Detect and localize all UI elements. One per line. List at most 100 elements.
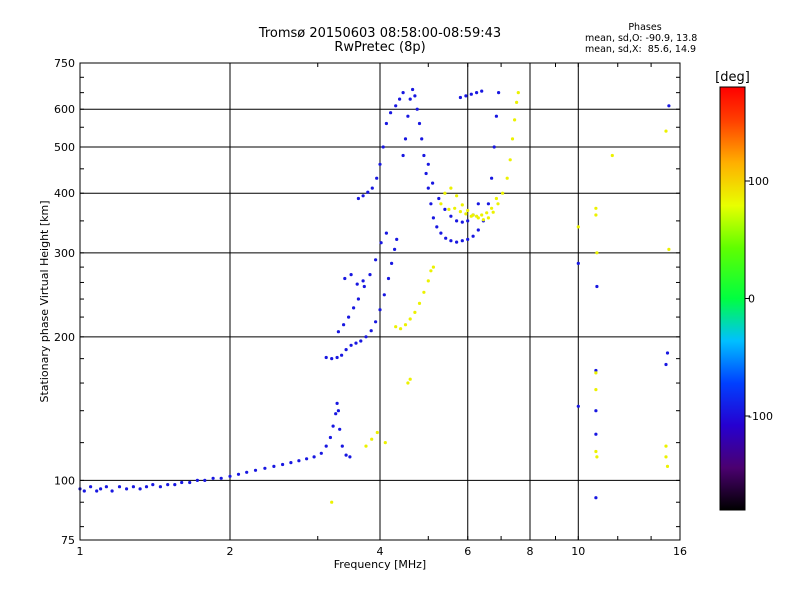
data-point-O (466, 219, 470, 223)
scatter-points (78, 87, 671, 504)
data-point-X (496, 202, 500, 206)
data-point-O (344, 348, 348, 352)
data-point-X (576, 225, 580, 229)
data-point-O (490, 176, 494, 180)
data-point-O (466, 237, 470, 241)
colorbar-scale (719, 86, 746, 511)
data-point-O (429, 202, 433, 206)
data-point-O (389, 111, 393, 115)
data-point-O (443, 207, 447, 211)
data-point-X (449, 186, 453, 190)
data-point-O (272, 464, 276, 468)
y-tick-label: 500 (54, 141, 75, 154)
data-point-O (228, 474, 232, 478)
data-point-O (324, 444, 328, 448)
data-point-X (481, 218, 485, 222)
data-point-X (510, 137, 515, 141)
data-point-O (374, 258, 378, 262)
data-point-O (173, 483, 177, 487)
data-point-O (355, 282, 359, 286)
data-point-X (595, 455, 599, 459)
chart-title: Tromsø 20150603 08:58:00-08:59:43 (258, 26, 502, 41)
data-point-O (336, 330, 340, 334)
data-point-O (369, 329, 373, 333)
data-point-O (236, 472, 241, 476)
data-point-O (82, 489, 86, 493)
data-point-O (343, 276, 347, 281)
x-tick-label: 10 (571, 545, 585, 558)
data-point-X (595, 251, 599, 255)
data-point-O (594, 432, 598, 436)
data-point-O (408, 97, 412, 101)
data-point-O (342, 323, 346, 327)
x-tick-label: 8 (527, 545, 534, 558)
data-point-X (480, 213, 484, 217)
data-point-X (399, 327, 403, 331)
data-point-X (431, 265, 435, 269)
data-point-O (455, 219, 459, 223)
y-tick-label: 400 (54, 187, 75, 200)
data-point-X (383, 441, 387, 445)
data-point-O (401, 91, 405, 95)
data-point-O (356, 297, 360, 301)
data-point-O (398, 97, 402, 101)
data-point-X (413, 310, 417, 314)
data-point-X (443, 191, 447, 195)
data-point-O (289, 461, 293, 465)
data-point-X (667, 247, 671, 251)
data-point-O (253, 468, 258, 472)
data-point-O (125, 487, 129, 491)
data-point-O (151, 483, 155, 487)
y-tick-label: 600 (54, 103, 75, 116)
data-point-O (417, 121, 422, 126)
data-point-X (665, 464, 670, 468)
y-tick-label: 300 (54, 247, 75, 260)
data-point-X (364, 444, 368, 448)
data-point-O (263, 466, 267, 470)
data-point-O (117, 485, 122, 489)
data-point-O (211, 476, 215, 480)
data-point-O (381, 145, 385, 149)
data-point-O (95, 489, 99, 493)
data-point-O (368, 273, 372, 277)
data-point-O (379, 241, 383, 245)
data-point-O (110, 489, 114, 493)
data-point-O (378, 162, 382, 166)
data-point-O (347, 315, 351, 319)
data-point-O (144, 485, 149, 489)
data-point-O (458, 95, 462, 100)
data-point-X (505, 176, 509, 180)
colorbar-tick-label: 100 (748, 175, 769, 188)
data-point-X (417, 301, 422, 305)
data-point-X (403, 323, 408, 327)
data-point-O (393, 247, 397, 251)
data-point-O (245, 470, 249, 474)
x-axis-label: Frequency [MHz] (334, 558, 426, 571)
data-point-O (188, 480, 192, 485)
data-point-O (366, 190, 370, 194)
data-point-O (374, 320, 378, 324)
data-point-O (420, 137, 424, 141)
data-point-O (449, 239, 453, 243)
data-point-O (319, 451, 323, 455)
data-point-O (390, 261, 394, 265)
y-tick-label: 100 (54, 474, 75, 487)
data-point-X (429, 269, 433, 273)
data-point-O (349, 343, 353, 347)
data-point-X (422, 290, 426, 294)
data-point-O (667, 104, 671, 108)
data-point-X (594, 371, 598, 375)
data-point-X (513, 118, 517, 122)
data-point-O (131, 485, 135, 489)
data-point-O (422, 153, 426, 158)
data-point-X (664, 129, 668, 133)
colorbar: [deg] 100 0 -100 (715, 70, 773, 511)
data-point-O (455, 240, 459, 244)
y-tick-label: 75 (61, 534, 75, 547)
data-point-O (305, 457, 309, 461)
plot-frame (79, 62, 681, 541)
data-point-O (401, 153, 405, 158)
data-point-O (384, 121, 388, 126)
data-point-O (460, 220, 464, 224)
